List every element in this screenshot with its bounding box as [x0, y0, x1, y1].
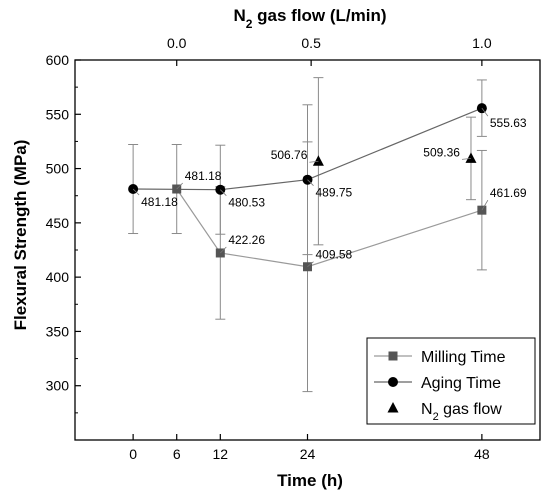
y-tick-label-2: 400 [46, 269, 70, 285]
data-leader-s0-p2 [307, 261, 314, 268]
series-line-0 [176, 188, 483, 268]
x-tick-label-3: 24 [300, 446, 316, 462]
legend-label-2: N2 gas flow [421, 401, 502, 423]
x-tick-label-0: 0 [129, 446, 137, 462]
top-axis-title: N2 gas flow (L/min) [233, 6, 386, 31]
data-label-s2-p0: 506.76 [271, 148, 308, 162]
y-tick-label-1: 350 [46, 323, 70, 339]
data-leader-s1-p2 [307, 179, 314, 186]
data-leader-s0-p1 [220, 246, 227, 254]
triangle-point-s2-p1 [465, 152, 477, 163]
data-label-s0-p1: 422.26 [228, 233, 265, 247]
data-leader-s2-p0 [309, 160, 319, 163]
x-axis-title: Time (h) [277, 471, 343, 490]
y-tick-label-4: 500 [46, 161, 70, 177]
x-tick-label-1: 6 [173, 446, 181, 462]
data-label-s1-p2: 489.75 [316, 186, 353, 200]
legend-marker-1 [388, 377, 398, 387]
y-tick-label-0: 300 [46, 378, 70, 394]
legend-marker-2 [387, 402, 399, 413]
top-tick-label-0: 0.0 [167, 35, 187, 51]
data-leader-s0-p0 [176, 182, 184, 190]
x-tick-label-2: 12 [213, 446, 229, 462]
data-label-s0-p2: 409.58 [316, 248, 353, 262]
legend-marker-0 [388, 351, 398, 361]
legend: Milling Time Aging Time N2 gas flow [366, 337, 536, 425]
data-label-s0-p0: 481.18 [185, 169, 222, 183]
y-tick-label-5: 550 [46, 106, 70, 122]
legend-label-0: Milling Time [421, 349, 506, 366]
data-leader-s1-p0 [132, 188, 140, 196]
x-tick-label-4: 48 [474, 446, 490, 462]
data-label-s1-p0: 481.18 [141, 195, 178, 209]
data-label-s1-p1: 480.53 [228, 196, 265, 210]
y-axis-title: Flexural Strength (MPa) [11, 140, 30, 331]
legend-label-1: Aging Time [421, 375, 501, 392]
top-tick-label-1: 0.5 [301, 35, 321, 51]
data-label-s0-p3: 461.69 [490, 186, 527, 200]
triangle-point-s2-p0 [312, 155, 324, 166]
data-leader-s0-p3 [481, 199, 489, 211]
top-tick-label-2: 1.0 [472, 35, 492, 51]
y-tick-label-3: 450 [46, 215, 70, 231]
y-tick-label-6: 600 [46, 52, 70, 68]
data-leader-s2-p1 [461, 158, 472, 160]
data-leader-s1-p3 [481, 107, 489, 117]
data-leader-s1-p1 [220, 189, 227, 196]
data-label-s1-p3: 555.63 [490, 116, 527, 130]
data-label-s2-p1: 509.36 [423, 145, 460, 159]
